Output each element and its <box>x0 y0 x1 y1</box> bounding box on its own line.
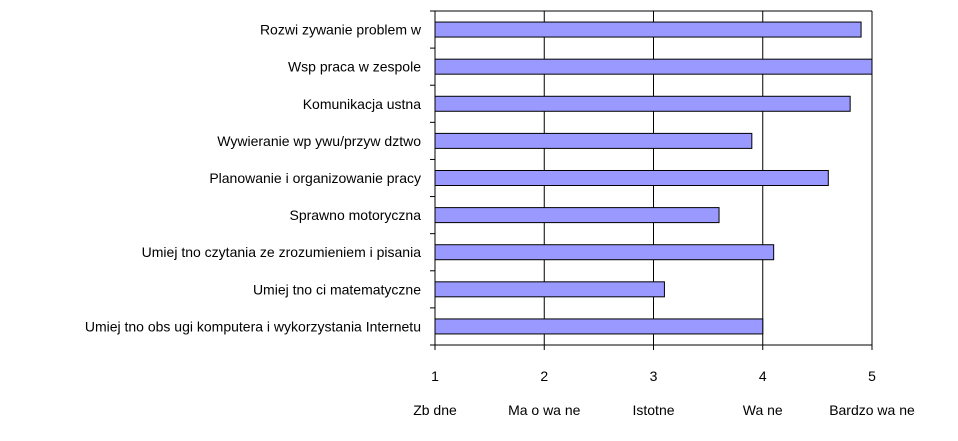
category-label-6: Sprawno motoryczna <box>289 207 421 223</box>
bar-2 <box>434 58 873 75</box>
category-label-4: Wywieranie wp ywu/przyw dztwo <box>217 133 421 149</box>
bar-7 <box>434 244 775 261</box>
x-tick-label-5: 5 <box>868 368 876 384</box>
bars <box>434 21 873 335</box>
category-label-1: Rozwi zywanie problem w <box>260 22 422 38</box>
axes <box>430 10 873 350</box>
labels: Rozwi zywanie problem w Wsp praca w zespo… <box>85 22 915 418</box>
category-label-5: Planowanie i organizowanie pracy <box>209 170 421 186</box>
category-label-2: Wsp praca w zespole <box>288 59 421 75</box>
bar-3 <box>434 95 851 112</box>
bar-1 <box>434 21 862 38</box>
bar-6 <box>434 207 720 224</box>
category-label-8: Umiej tno ci matematyczne <box>253 281 421 297</box>
scale-label-1: Zb dne <box>413 402 457 418</box>
category-label-3: Komunikacja ustna <box>303 96 422 112</box>
scale-label-4: Wa ne <box>743 402 783 418</box>
bar-9 <box>434 318 764 335</box>
x-tick-label-2: 2 <box>540 368 548 384</box>
scale-label-2: Ma o wa ne <box>508 402 581 418</box>
x-tick-label-3: 3 <box>650 368 658 384</box>
bar-8 <box>434 281 665 298</box>
category-label-9: Umiej tno obs ugi komputera i wykorzysta… <box>85 318 421 334</box>
scale-label-5: Bardzo wa ne <box>829 402 915 418</box>
bar-4 <box>434 132 753 149</box>
scale-label-3: Istotne <box>632 402 674 418</box>
x-tick-label-1: 1 <box>431 368 439 384</box>
x-tick-label-4: 4 <box>759 368 767 384</box>
bar-5 <box>434 170 829 186</box>
category-label-7: Umiej tno czytania ze zrozumieniem i pis… <box>142 244 422 260</box>
